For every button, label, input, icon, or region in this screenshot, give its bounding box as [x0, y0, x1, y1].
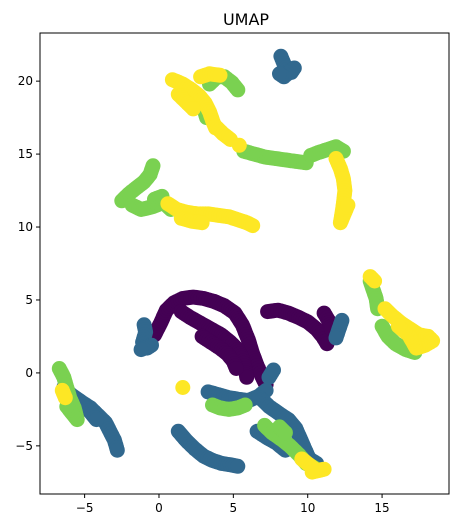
- y-tick-label: 15: [18, 147, 33, 161]
- cluster-series-0: [147, 289, 339, 393]
- data-point: [328, 330, 344, 346]
- data-point: [185, 101, 201, 117]
- axes: −5 0 5 10 15 −5 0 5 10 15 20: [15, 32, 450, 515]
- data-point: [390, 318, 406, 334]
- data-point: [109, 442, 125, 458]
- data-point: [212, 67, 228, 83]
- data-point: [228, 361, 244, 376]
- y-tick-label: 5: [25, 293, 33, 307]
- y-tick-label: −5: [15, 439, 33, 453]
- data-point: [175, 380, 191, 395]
- data-point: [145, 158, 161, 174]
- data-point: [272, 66, 287, 82]
- data-point: [89, 412, 104, 428]
- plot-frame: [39, 32, 450, 495]
- data-point: [245, 218, 261, 234]
- data-point: [57, 390, 73, 406]
- y-tick-label: 0: [25, 366, 33, 380]
- y-tick-label: 10: [18, 220, 33, 234]
- data-point: [367, 273, 383, 289]
- y-tick-label: 20: [18, 74, 33, 88]
- data-point: [239, 369, 255, 385]
- chart-title: UMAP: [223, 10, 269, 29]
- x-tick-label: 5: [230, 501, 238, 515]
- data-point: [133, 342, 149, 358]
- points-layer: [51, 48, 441, 480]
- data-point: [230, 82, 246, 98]
- data-point: [230, 458, 246, 474]
- x-tick-label: 0: [155, 501, 163, 515]
- data-point: [340, 197, 356, 213]
- data-point: [304, 464, 320, 480]
- x-tick-label: 15: [374, 501, 389, 515]
- data-point: [266, 362, 281, 378]
- data-point: [277, 425, 293, 441]
- data-point: [231, 137, 247, 153]
- data-point: [194, 215, 210, 231]
- data-point: [237, 397, 253, 413]
- x-tick-label: 10: [300, 501, 315, 515]
- cluster-series-3: [54, 66, 441, 480]
- x-tick-label: −5: [76, 501, 94, 515]
